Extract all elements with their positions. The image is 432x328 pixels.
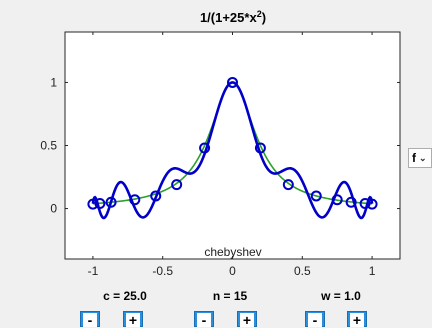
interp-node-marker [366,198,378,210]
interp-node-marker [171,179,183,191]
interp-node-marker [87,198,99,210]
x-tick-label: 1 [369,264,376,278]
x-tick-label: 0 [229,264,236,278]
interp-node-marker [331,194,343,206]
x-tick-label: 0.5 [294,264,311,278]
interp-node-marker [129,194,141,206]
interp-node-marker [254,142,266,154]
x-tick-label: -1 [88,264,99,278]
minus-icon: - [83,313,97,327]
c-increment-button[interactable]: + [123,311,143,327]
c-value-label: c = 25.0 [103,289,147,303]
interp-node-marker [150,190,162,202]
interp-node-marker [227,76,238,88]
w-increment-button[interactable]: + [347,311,367,327]
y-tick-label: 0.5 [40,139,57,153]
interp-node-marker [282,179,294,191]
interp-node-marker [310,190,322,202]
method-annotation: chebyshev [204,245,261,259]
plot-title: 1/(1+25*x2) [200,9,266,25]
plus-icon: + [350,313,364,327]
x-tick-label: -0.5 [152,264,173,278]
interp-node-marker [199,142,211,154]
y-tick-label: 0 [50,202,57,216]
minus-icon: - [197,313,211,327]
interpolant-line [91,81,374,220]
interp-node-marker [94,198,106,210]
chevron-down-icon: ⌄ [419,152,427,163]
w-decrement-button[interactable]: - [305,311,325,327]
plus-icon: + [126,313,140,327]
interp-node-marker [345,196,357,208]
n-value-label: n = 15 [212,289,248,303]
plus-icon: + [240,313,254,327]
function-select-value: f [412,151,416,165]
c-decrement-button[interactable]: - [80,311,100,327]
w-value-label: w = 1.0 [321,289,361,303]
n-decrement-button[interactable]: - [194,311,214,327]
y-tick-label: 1 [50,75,57,89]
plot-axes [64,31,401,260]
interp-node-marker [105,196,117,208]
minus-icon: - [308,313,322,327]
n-increment-button[interactable]: + [237,311,257,327]
function-select[interactable]: f ⌄ [408,148,432,168]
interp-node-marker [359,198,371,210]
